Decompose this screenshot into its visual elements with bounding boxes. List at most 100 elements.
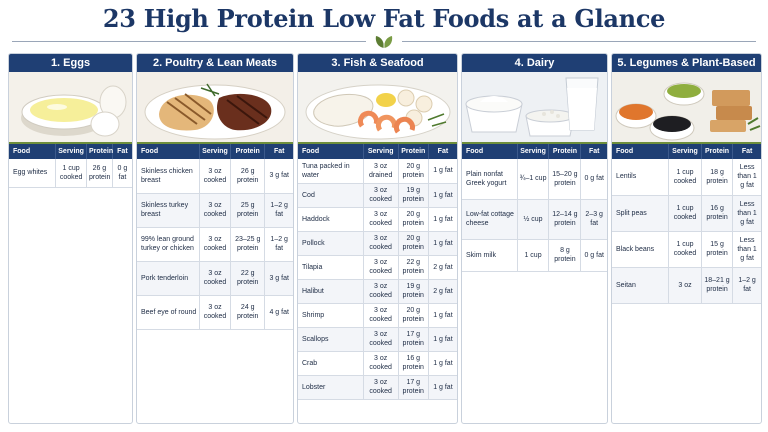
panel-title: 4. Dairy	[462, 54, 607, 72]
serving-size: 3 oz cooked	[363, 351, 399, 376]
food-name: Halibut	[298, 279, 364, 304]
food-name: Cod	[298, 183, 364, 208]
food-name: Shrimp	[298, 303, 364, 328]
fat-amount: 2 g fat	[428, 255, 457, 280]
column-header-protein: Protein	[230, 144, 266, 159]
column-header-protein: Protein	[86, 144, 113, 159]
protein-amount: 20 g protein	[398, 159, 429, 184]
panel-title: 1. Eggs	[9, 54, 132, 72]
food-name: Low-fat cottage cheese	[462, 199, 518, 240]
fat-amount: 4 g fat	[264, 295, 293, 330]
fat-amount: 1 g fat	[428, 327, 457, 352]
protein-amount: 23–25 g protein	[230, 227, 266, 262]
protein-amount: 26 g protein	[230, 159, 266, 194]
table-row: Beef eye of round 3 oz cooked 24 g prote…	[137, 295, 293, 330]
egg-whites-image	[9, 72, 132, 142]
table-row: Halibut 3 oz cooked 19 g protein 2 g fat	[298, 279, 457, 304]
table-row: Lentils 1 cup cooked 18 g protein Less t…	[612, 159, 761, 196]
column-header-serving: Serving	[55, 144, 87, 159]
fat-amount: 2–3 g fat	[580, 199, 607, 240]
image-divider	[137, 142, 293, 144]
food-table-poultry-lean-meats: Food Serving Protein Fat Skinless chicke…	[137, 144, 293, 330]
protein-amount: 26 g protein	[86, 159, 113, 188]
food-name: Skinless turkey breast	[137, 193, 200, 228]
serving-size: ¾–1 cup	[517, 159, 550, 200]
table-row: Pollock 3 oz cooked 20 g protein 1 g fat	[298, 231, 457, 256]
serving-size: 3 oz cooked	[199, 227, 232, 262]
food-name: Split peas	[612, 195, 670, 232]
column-header-fat: Fat	[588, 148, 600, 155]
column-header-serving: Serving	[668, 144, 702, 159]
panel-title: 3. Fish & Seafood	[298, 54, 457, 72]
table-row: Shrimp 3 oz cooked 20 g protein 1 g fat	[298, 303, 457, 328]
column-header-serving: Serving	[517, 144, 550, 159]
protein-amount: 15 g protein	[701, 231, 734, 268]
serving-size: 3 oz cooked	[363, 279, 399, 304]
food-name: Scallops	[298, 327, 364, 352]
protein-amount: 18–21 g protein	[701, 267, 734, 304]
fat-amount: Less than 1 g fat	[732, 195, 761, 232]
table-row: Lobster 3 oz cooked 17 g protein 1 g fat	[298, 375, 457, 400]
fat-amount: 1 g fat	[428, 207, 457, 232]
serving-size: 3 oz cooked	[199, 295, 232, 330]
column-header-food: Food	[298, 144, 364, 159]
image-divider	[612, 142, 761, 144]
fat-amount: 1–2 g fat	[264, 193, 293, 228]
serving-size: 3 oz cooked	[363, 231, 399, 256]
serving-size: 1 cup cooked	[55, 159, 87, 188]
food-name: Crab	[298, 351, 364, 376]
column-header-fat: Fat	[741, 148, 753, 155]
dairy-image	[462, 72, 607, 142]
panel-legumes-plant-based: 5. Legumes & Plant-Based Food Serving	[611, 53, 762, 424]
column-header-fat: Fat	[117, 148, 128, 155]
table-row: Haddock 3 oz cooked 20 g protein 1 g fat	[298, 207, 457, 232]
chicken-and-beef-image	[137, 72, 293, 142]
fat-amount: 1–2 g fat	[732, 267, 761, 304]
food-name: Plain nonfat Greek yogurt	[462, 159, 518, 200]
table-row: Skinless chicken breast 3 oz cooked 26 g…	[137, 159, 293, 194]
fat-amount: 1 g fat	[428, 351, 457, 376]
column-header-serving: Serving	[363, 144, 399, 159]
food-name: Seitan	[612, 267, 670, 304]
fat-amount: Less than 1 g fat	[732, 231, 761, 268]
table-row: Seitan 3 oz 18–21 g protein 1–2 g fat	[612, 267, 761, 304]
food-name: Black beans	[612, 231, 670, 268]
protein-amount: 8 g protein	[548, 239, 582, 272]
serving-size: 1 cup cooked	[668, 231, 702, 268]
fat-amount: Less than 1 g fat	[732, 159, 761, 196]
serving-size: 3 oz drained	[363, 159, 399, 184]
protein-amount: 12–14 g protein	[548, 199, 582, 240]
table-row: Skim milk 1 cup 8 g protein 0 g fat	[462, 239, 607, 272]
protein-amount: 16 g protein	[701, 195, 734, 232]
column-header-food: Food	[137, 144, 200, 159]
protein-amount: 22 g protein	[230, 261, 266, 296]
protein-amount: 20 g protein	[398, 303, 429, 328]
fat-amount: 1 g fat	[428, 375, 457, 400]
panel-title: 2. Poultry & Lean Meats	[137, 54, 293, 72]
protein-amount: 22 g protein	[398, 255, 429, 280]
table-row: Low-fat cottage cheese ½ cup 12–14 g pro…	[462, 199, 607, 240]
table-row: Crab 3 oz cooked 16 g protein 1 g fat	[298, 351, 457, 376]
fat-amount: 0 g fat	[580, 159, 607, 200]
leaf-icon	[375, 36, 393, 48]
serving-size: 3 oz cooked	[363, 375, 399, 400]
title-rule-right	[402, 41, 756, 42]
protein-amount: 15–20 g protein	[548, 159, 582, 200]
protein-amount: 17 g protein	[398, 375, 429, 400]
table-row: Black beans 1 cup cooked 15 g protein Le…	[612, 231, 761, 268]
table-row: Scallops 3 oz cooked 17 g protein 1 g fa…	[298, 327, 457, 352]
fat-amount: 1 g fat	[428, 231, 457, 256]
serving-size: 3 oz cooked	[199, 193, 232, 228]
column-header-serving: Serving	[199, 144, 232, 159]
food-name: Skim milk	[462, 239, 518, 272]
food-name: Egg whites	[9, 159, 57, 188]
fish-and-seafood-image	[298, 72, 457, 142]
table-row: Skinless turkey breast 3 oz cooked 25 g …	[137, 193, 293, 228]
column-header-food: Food	[612, 144, 670, 159]
serving-size: 3 oz cooked	[363, 255, 399, 280]
food-name: Haddock	[298, 207, 364, 232]
food-name: Beef eye of round	[137, 295, 200, 330]
food-table-legumes-plant-based: Food Serving Protein Fat Lentils 1 cup c…	[612, 144, 761, 304]
food-name: Lobster	[298, 375, 364, 400]
column-header-food: Food	[9, 144, 57, 159]
